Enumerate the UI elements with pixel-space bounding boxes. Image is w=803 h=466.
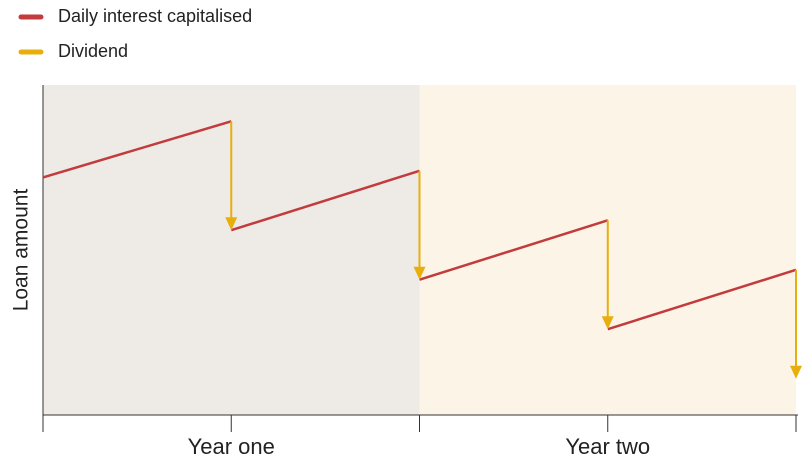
legend-label: Daily interest capitalised	[58, 6, 252, 26]
x-category-label: Year one	[188, 434, 275, 459]
interest-line	[607, 268, 797, 331]
interest-line	[42, 120, 232, 179]
dividend-head	[601, 316, 614, 330]
dividend-head	[790, 365, 802, 379]
dividend-arrow	[601, 220, 614, 330]
y-axis-label: Loan amount	[10, 189, 33, 312]
interest-line	[419, 219, 609, 281]
interest-line	[230, 169, 420, 232]
dividend-head	[413, 266, 426, 280]
dividend-head	[225, 217, 238, 231]
x-category-label: Year two	[565, 434, 650, 459]
dividend-arrow	[413, 170, 426, 280]
dividend-arrow	[790, 269, 802, 379]
legend-label: Dividend	[58, 41, 128, 61]
dividend-arrow	[225, 121, 238, 231]
